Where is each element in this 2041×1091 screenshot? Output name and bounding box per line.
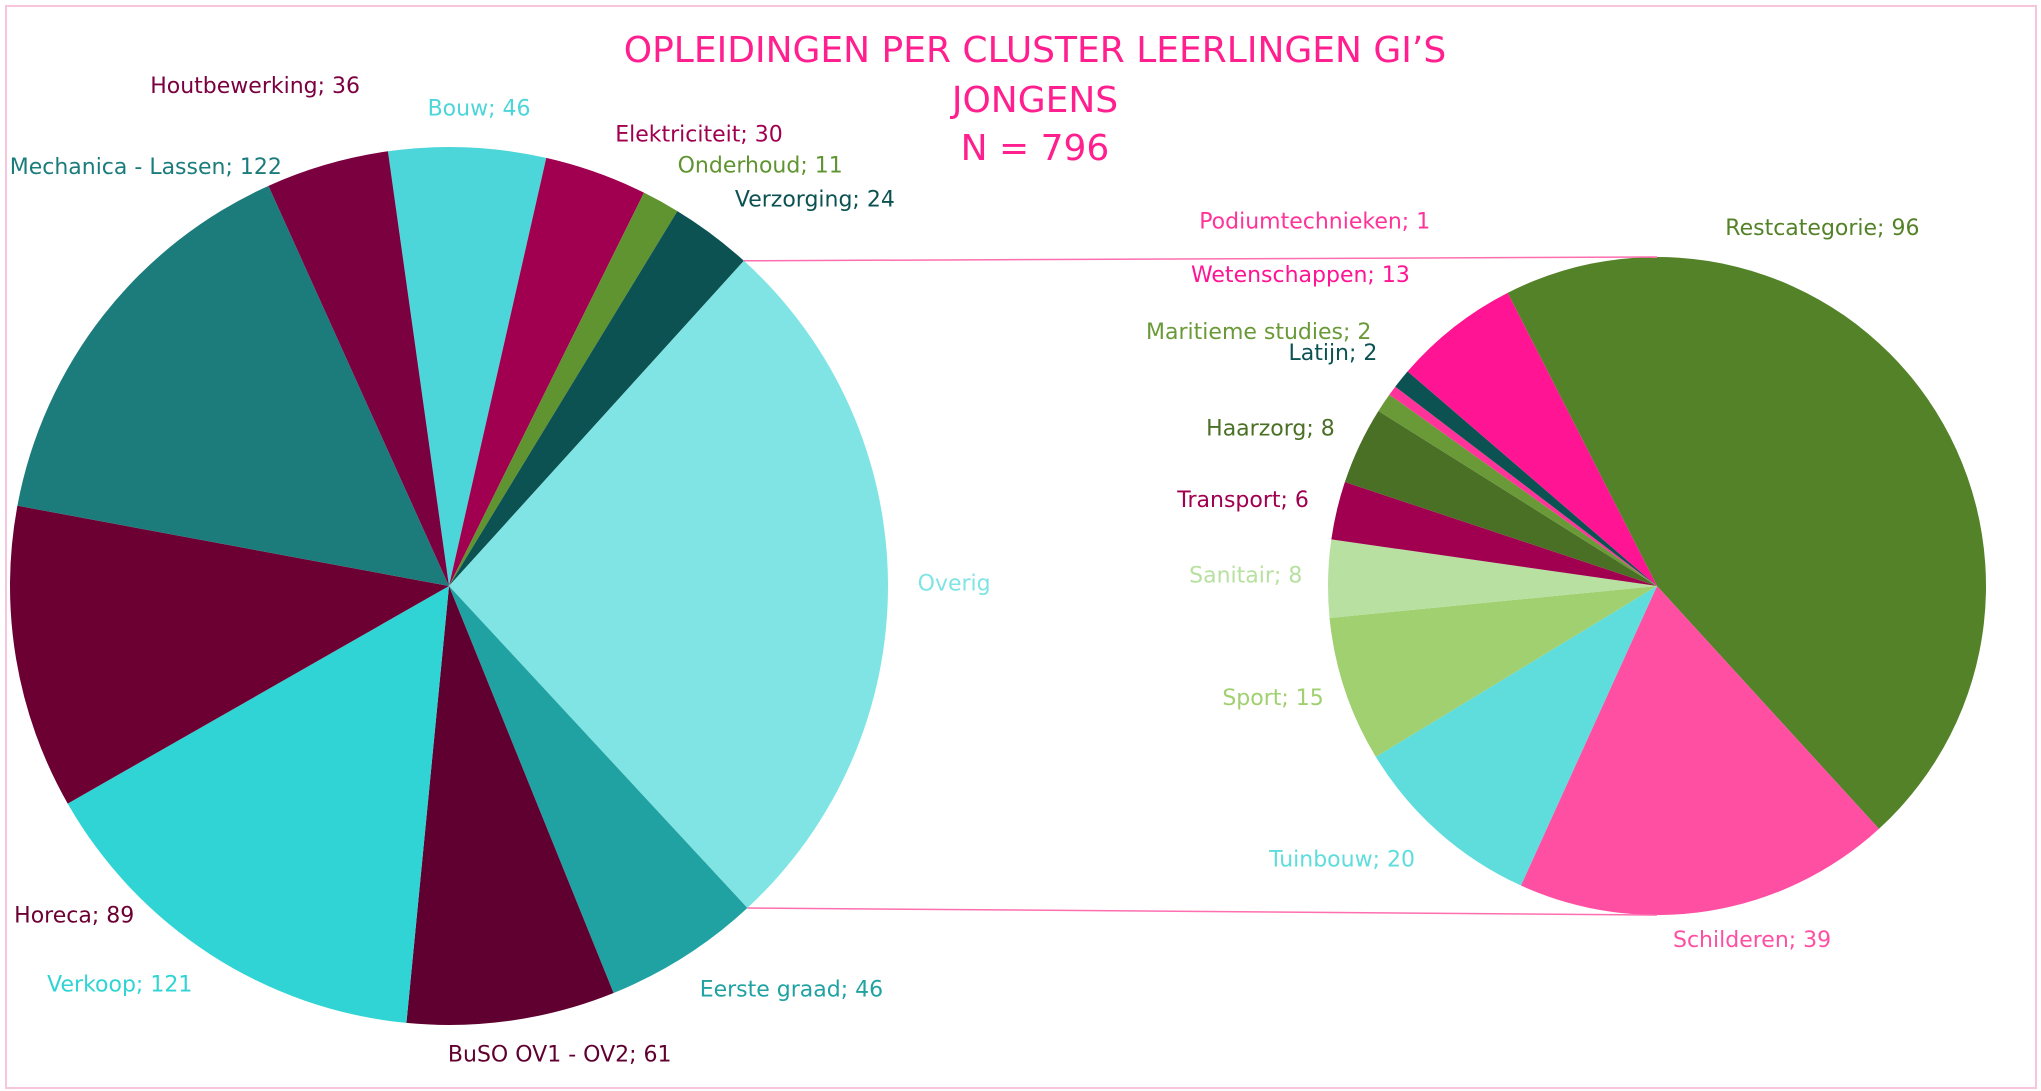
data-label: Overig <box>918 571 991 596</box>
pie-slice <box>1331 481 1657 586</box>
data-label: Sanitair; 8 <box>1189 564 1302 589</box>
data-label: Sport; 15 <box>1222 686 1323 711</box>
pie-slice <box>449 586 748 993</box>
pie-slice <box>449 157 645 586</box>
data-label: BuSO OV1 - OV2; 61 <box>448 1043 672 1068</box>
data-label: Podiumtechnieken; 1 <box>1199 210 1430 235</box>
pie-slice <box>1375 586 1657 886</box>
data-label: Schilderen; 39 <box>1673 928 1831 953</box>
pie-slice <box>406 586 614 1025</box>
data-label: Wetenschappen; 13 <box>1191 263 1410 288</box>
chart-subtitle: JONGENS <box>950 80 1118 121</box>
pie-slice <box>268 151 449 586</box>
chart-title: OPLEIDINGEN PER CLUSTER LEERLINGEN GI’S <box>624 30 1446 71</box>
pie-slice <box>1395 371 1657 586</box>
pie-slice <box>1389 386 1657 586</box>
data-label: Elektriciteit; 30 <box>615 122 783 147</box>
pie-slice <box>1329 586 1657 757</box>
data-label: Latijn; 2 <box>1288 341 1377 366</box>
pie-slice <box>1344 410 1657 586</box>
pie-slice <box>449 192 678 587</box>
pie-slice <box>1378 394 1657 586</box>
annotation: N = 796 <box>961 128 1110 169</box>
data-label: Verzorging; 24 <box>735 187 895 212</box>
data-label: Bouw; 46 <box>428 96 531 121</box>
pie-slice <box>17 185 449 586</box>
pie-slice <box>387 147 547 587</box>
connector <box>747 907 1658 916</box>
data-label: Restcategorie; 96 <box>1725 216 1919 241</box>
data-label: Mechanica - Lassen; 122 <box>10 155 282 180</box>
data-label: Eerste graad; 46 <box>700 978 883 1003</box>
data-label: Houtbewerking; 36 <box>150 74 360 99</box>
pie-slice <box>1520 586 1879 915</box>
data-label: Horeca; 89 <box>14 903 134 928</box>
data-label: Maritieme studies; 2 <box>1146 320 1371 345</box>
data-label: Verkoop; 121 <box>47 972 192 997</box>
connector <box>743 256 1658 262</box>
data-label: Onderhoud; 11 <box>678 154 843 179</box>
data-label: Haarzorg; 8 <box>1206 417 1335 442</box>
pie-slice <box>10 505 450 804</box>
pie-slice <box>67 586 450 1023</box>
data-label: Tuinbouw; 20 <box>1268 847 1415 872</box>
pie-slice <box>449 260 888 908</box>
pie-slice <box>449 211 744 586</box>
frame <box>5 5 2037 1089</box>
pie-slice <box>1328 539 1657 618</box>
pie-slice <box>1407 292 1657 586</box>
data-label: Transport; 6 <box>1176 488 1309 513</box>
pie-slice <box>1507 257 1986 829</box>
